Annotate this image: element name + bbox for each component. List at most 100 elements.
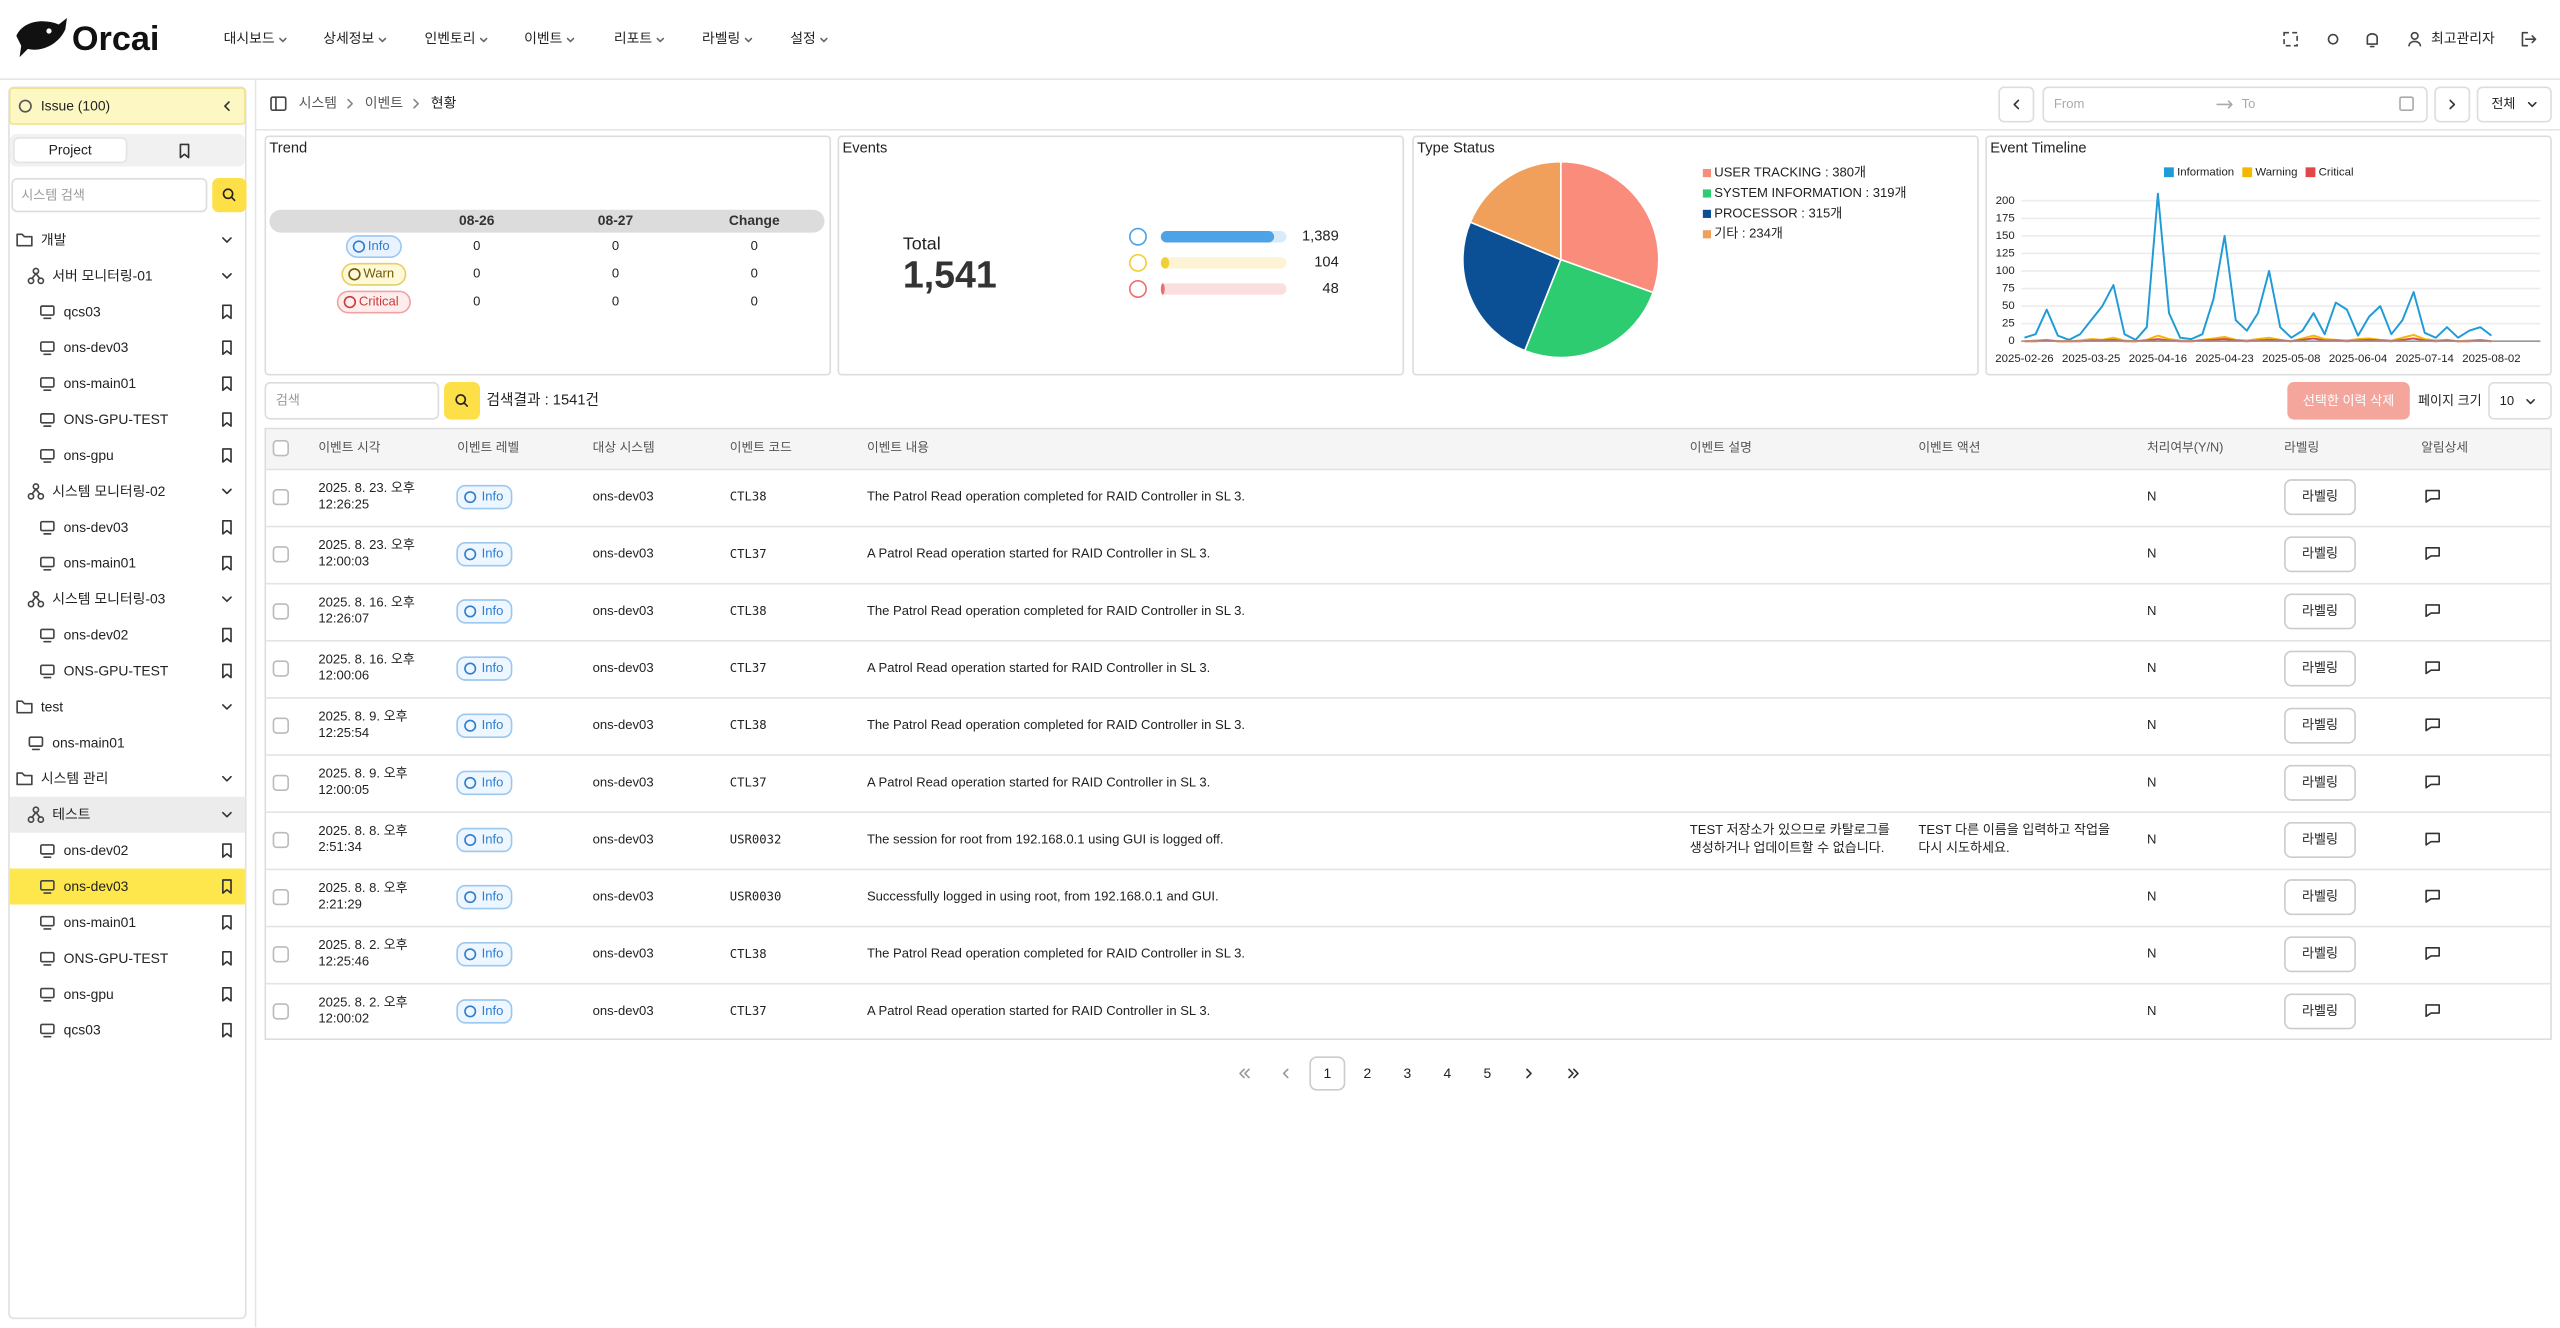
delete-label[interactable]: 선택한 이력 삭제 [2303,393,2394,408]
tree-group[interactable]: 테스트 [52,806,91,822]
processed-flag: N [2147,831,2156,846]
labeling-button[interactable] [2284,993,2356,1030]
date-range[interactable] [2042,86,2428,123]
checkbox[interactable] [272,1003,289,1020]
tree-item[interactable]: ons-dev03 [64,519,129,535]
sidebar-search-button[interactable] [212,177,247,213]
delete-button[interactable] [2287,382,2410,420]
tree-item[interactable]: ons-dev02 [64,627,129,643]
nav-item[interactable]: 라벨링 [702,30,740,46]
tree-item[interactable]: ons-dev02 [64,842,129,858]
labeling-button[interactable] [2284,593,2356,630]
tree-group[interactable]: 개발 [41,231,67,247]
checkbox[interactable] [272,488,289,506]
labeling-button[interactable] [2284,879,2356,916]
event-bar-track [1160,257,1287,269]
tree-group[interactable]: 시스템 관리 [41,770,109,786]
theme-icon[interactable] [2327,33,2339,45]
checkbox[interactable] [272,439,289,457]
labeling-button[interactable] [2284,536,2356,573]
processed-flag: N [2147,889,2156,904]
scope-select[interactable] [2476,86,2552,123]
labeling-label[interactable]: 라벨링 [2302,831,2338,846]
checkbox[interactable] [272,946,289,963]
tree-group[interactable]: 서버 모니터링-01 [52,267,153,283]
labeling-button[interactable] [2284,764,2356,801]
issue-bar[interactable] [8,87,246,125]
breadcrumb-item[interactable]: 현황 [431,94,457,110]
page-size-select[interactable] [2488,382,2552,420]
nav-item[interactable]: 인벤토리 [424,30,475,46]
tree-item[interactable]: ONS-GPU-TEST [64,662,169,678]
user-name[interactable]: 최고관리자 [2431,30,2495,46]
tree-group[interactable]: 시스템 모니터링-03 [52,591,165,607]
tree-item[interactable]: ons-gpu [64,986,114,1002]
tree-item[interactable]: qcs03 [64,1022,101,1038]
nav-item[interactable]: 대시보드 [224,30,275,46]
labeling-label[interactable]: 라벨링 [2302,489,2338,504]
event-content: A Patrol Read operation started for RAID… [867,774,1210,789]
checkbox[interactable] [272,546,289,563]
page-number[interactable]: 4 [1443,1065,1451,1081]
next-button[interactable] [2434,86,2471,123]
checkbox[interactable] [272,831,289,849]
checkbox[interactable] [272,888,289,906]
tree-item[interactable]: qcs03 [64,303,101,319]
search-input[interactable] [264,382,440,420]
labeling-label[interactable]: 라벨링 [2302,1003,2338,1018]
nav-item[interactable]: 이벤트 [524,30,563,46]
search-button[interactable] [444,382,481,420]
fullscreen-icon[interactable] [2283,31,2298,47]
nav-item[interactable]: 리포트 [614,30,653,46]
tree-item[interactable]: ons-dev03 [64,878,129,894]
tab-label[interactable]: Project [49,142,92,158]
breadcrumb-item[interactable]: 이벤트 [365,94,404,110]
tree-item[interactable]: ONS-GPU-TEST [64,950,169,966]
tree-item[interactable]: ons-main01 [64,914,137,930]
tree-item[interactable]: ons-main01 [64,375,137,391]
y-tick-label: 0 [2008,335,2014,347]
labeling-label[interactable]: 라벨링 [2302,603,2338,618]
labeling-button[interactable] [2284,936,2356,973]
page-number[interactable]: 3 [1403,1065,1411,1081]
tree-group[interactable]: 시스템 모니터링-02 [52,483,165,499]
page-number[interactable]: 1 [1323,1065,1331,1081]
nav-item[interactable]: 상세정보 [323,30,374,46]
calendar-icon [2399,96,2414,112]
alarm-detail-icon [2425,889,2440,903]
prev-button[interactable] [1998,86,2035,123]
x-tick-label: 2025-04-23 [2195,353,2253,365]
checkbox[interactable] [272,660,289,677]
tree-group[interactable]: test [41,698,63,714]
labeling-label[interactable]: 라벨링 [2302,660,2338,675]
y-tick-label: 150 [1996,230,2015,242]
tree-item[interactable]: ons-dev03 [64,339,129,355]
sidebar-toggle[interactable] [270,96,287,112]
checkbox[interactable] [272,774,289,792]
labeling-button[interactable] [2284,707,2356,744]
tree-item[interactable]: ons-main01 [64,555,137,571]
legend-swatch [1702,189,1712,198]
labeling-label[interactable]: 라벨링 [2302,774,2338,789]
tree-item[interactable]: ons-main01 [52,734,125,750]
page-number[interactable]: 2 [1363,1065,1371,1081]
labeling-label[interactable]: 라벨링 [2302,546,2338,561]
tree-item[interactable]: ons-gpu [64,447,114,463]
tree-item[interactable]: ONS-GPU-TEST [64,411,169,427]
breadcrumb-item[interactable]: 시스템 [299,94,337,110]
checkbox[interactable] [272,603,289,620]
labeling-label[interactable]: 라벨링 [2302,946,2338,961]
page-current[interactable] [1309,1056,1346,1091]
labeling-button[interactable] [2284,822,2356,858]
page-number[interactable]: 5 [1483,1065,1491,1081]
event-count: 1,389 [1302,229,1339,245]
sidebar-search-input[interactable] [11,177,208,213]
labeling-button[interactable] [2284,479,2356,516]
nav-item[interactable]: 설정 [790,30,816,46]
labeling-label[interactable]: 라벨링 [2302,717,2338,732]
tab-project[interactable] [13,137,128,164]
monitor-icon [40,377,55,388]
labeling-button[interactable] [2284,650,2356,687]
labeling-label[interactable]: 라벨링 [2302,889,2338,904]
checkbox[interactable] [272,717,289,734]
